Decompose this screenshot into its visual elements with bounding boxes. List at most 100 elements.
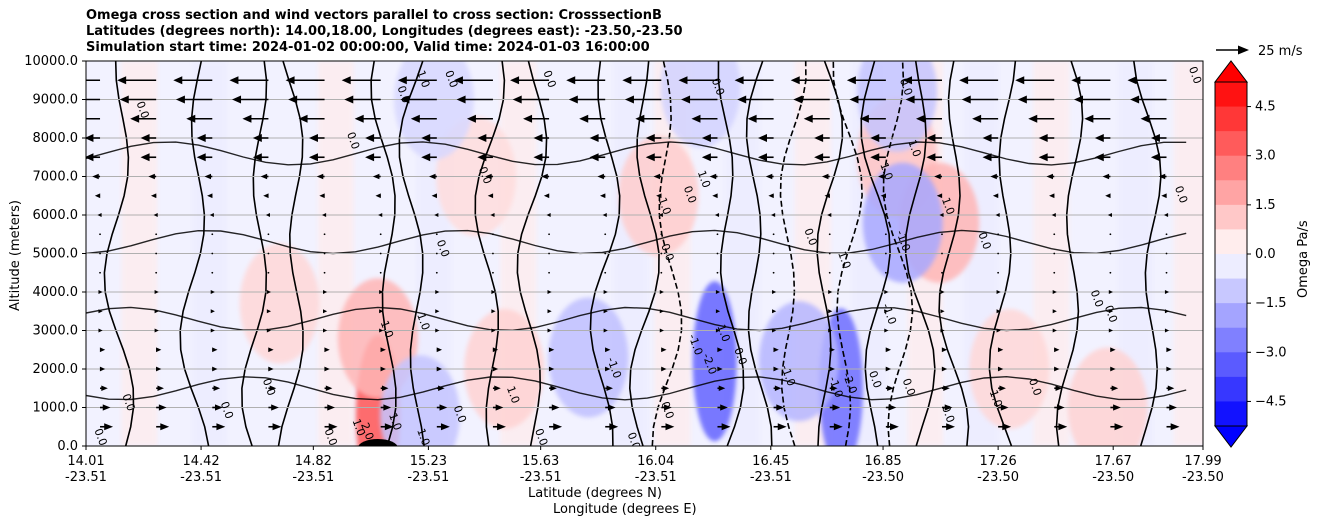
wind-vector-head: [541, 173, 548, 180]
wind-vector-head: [173, 76, 183, 85]
omega-shading: [86, 61, 1203, 446]
wind-vector-head: [1084, 114, 1094, 123]
wind-vector-head: [1169, 404, 1177, 411]
x-tick-label-lat: 17.99: [1184, 454, 1221, 469]
wind-vector-head: [659, 290, 664, 294]
wind-vector-head: [715, 309, 721, 314]
wind-vector-head: [1111, 385, 1119, 392]
wind-vector-head: [926, 153, 936, 162]
wind-vector-head: [491, 290, 496, 294]
colorbar-segment: [1215, 155, 1247, 181]
wind-vector: [492, 233, 494, 236]
wind-vector-head: [1105, 193, 1111, 199]
reference-vector-arrow: [1216, 45, 1249, 55]
wind-vector: [828, 252, 831, 255]
wind-vector-head: [119, 95, 129, 104]
wind-vector-head: [603, 290, 608, 294]
wind-vector-head: [381, 385, 389, 392]
wind-vector-head: [772, 309, 777, 314]
wind-vector-head: [421, 134, 431, 142]
wind-vector-head: [821, 173, 829, 180]
wind-vector-head: [659, 328, 664, 333]
shading-blob: [862, 162, 943, 283]
contour-label: 1.0: [414, 311, 432, 332]
wind-vector-head: [790, 76, 800, 85]
wind-vector-head: [681, 95, 691, 104]
wind-vector-head: [1056, 404, 1065, 411]
wind-vector-head: [154, 309, 159, 314]
colorbar-tick-label: 3.0: [1255, 149, 1276, 164]
x-tick-label-lon: -23.51: [65, 470, 107, 485]
wind-vector-head: [772, 290, 777, 294]
wind-vector-head: [777, 423, 787, 431]
wind-vector-head: [548, 366, 555, 372]
wind-vector-head: [1167, 385, 1175, 392]
x-axis-ticks: 14.01-23.5114.42-23.5114.82-23.5115.23-2…: [65, 446, 1224, 485]
contour-label: 1.0: [656, 196, 674, 217]
wind-vector-head: [341, 76, 351, 85]
wind-vector-head: [533, 134, 543, 142]
contour-label: 0.0: [658, 242, 676, 263]
wind-vector-head: [940, 290, 945, 294]
contour-label: 1.0: [414, 69, 432, 90]
wind-vector-head: [609, 423, 619, 431]
contour-label: 1.0: [877, 161, 895, 182]
wind-vector-head: [207, 193, 213, 199]
y-axis-label: Altitude (meters): [8, 200, 23, 311]
x-tick-label-lon: -23.51: [520, 470, 562, 485]
colorbar-top-arrow: [1213, 60, 1249, 83]
wind-vector-head: [870, 134, 880, 142]
contour-label: 1.0: [939, 196, 957, 217]
wind-vector-head: [210, 328, 215, 333]
wind-vector-head: [995, 213, 1000, 217]
wind-vector-head: [547, 328, 552, 333]
wind-vector-head: [328, 423, 338, 431]
x-tick-label-lat: 14.82: [295, 454, 332, 469]
wind-vector-head: [972, 114, 982, 123]
contour-label: 0.0: [658, 400, 676, 421]
reference-vector-label: 25 m/s: [1258, 44, 1303, 59]
wind-vector-head: [1164, 328, 1170, 333]
wind-vector-head: [492, 347, 499, 353]
wind-vector-head: [803, 114, 813, 123]
wind-vector-head: [232, 95, 242, 104]
wind-vector-head: [327, 404, 335, 411]
wind-vector-head: [607, 404, 616, 411]
y-tick-label: 1000.0: [33, 401, 79, 416]
contour-line: [832, 61, 863, 446]
wind-vector-head: [940, 309, 945, 314]
x-tick-label-lat: 17.67: [1095, 454, 1132, 469]
wind-vector-head: [98, 309, 103, 314]
wind-vector-head: [734, 76, 744, 85]
wind-vector-head: [603, 309, 608, 314]
wind-vector-head: [260, 173, 268, 180]
wind-vector-head: [824, 193, 830, 199]
wind-vector-head: [884, 290, 889, 294]
y-tick-label: 8000.0: [33, 131, 79, 146]
wind-vector-head: [859, 114, 869, 123]
x-tick-label-lon: -23.51: [180, 470, 222, 485]
wind-vector-head: [661, 366, 667, 372]
shading-blob: [660, 61, 741, 148]
wind-vector: [941, 271, 943, 274]
x-tick-label-lat: 16.04: [637, 454, 674, 469]
contour-label: 0.0: [897, 76, 915, 97]
wind-vector-head: [793, 95, 803, 104]
contour-label: 1.0: [714, 323, 732, 344]
contour-label: 1.0: [987, 388, 1005, 409]
wind-vector: [772, 233, 775, 236]
wind-vector-head: [653, 173, 661, 180]
wind-vector: [716, 252, 719, 255]
wind-vector-head: [550, 385, 557, 392]
y-tick-label: 5000.0: [33, 247, 79, 262]
wind-vector: [435, 271, 438, 274]
y-tick-label: 7000.0: [33, 170, 79, 185]
wind-vector: [716, 233, 719, 236]
wind-vector: [1165, 271, 1168, 274]
wind-vector-head: [940, 328, 945, 333]
wind-vector-head: [372, 173, 380, 180]
wind-vector-head: [656, 193, 662, 199]
wind-vector-head: [160, 423, 170, 431]
colorbar-tick-label: −4.5: [1255, 394, 1287, 409]
